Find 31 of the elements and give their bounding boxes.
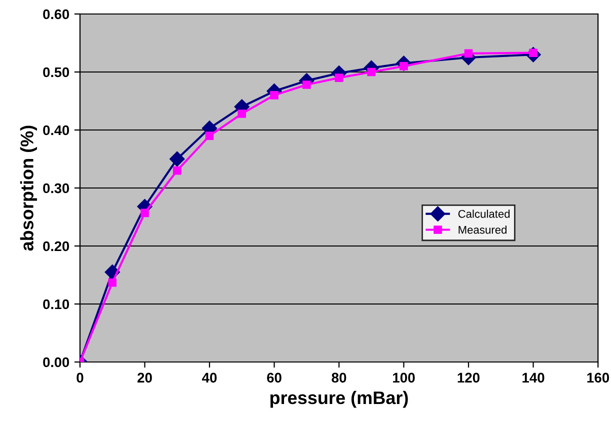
point	[205, 132, 214, 140]
point	[464, 49, 473, 58]
y-tick-label: 0.10	[43, 299, 70, 310]
point	[170, 151, 185, 167]
x-tick-label: 40	[202, 372, 217, 383]
x-tick-label: 100	[393, 372, 415, 383]
x-tick-label: 80	[332, 372, 346, 383]
legend-label: Measured	[458, 226, 506, 234]
y-tick-label: 0.40	[43, 125, 70, 136]
point	[334, 74, 344, 82]
point	[140, 208, 149, 218]
y-tick-label: 0.30	[43, 183, 70, 194]
point	[238, 110, 246, 118]
x-tick-label: 160	[587, 372, 610, 383]
x-tick-label: 60	[267, 372, 282, 383]
x-axis-title: pressure (mBar)	[270, 390, 408, 408]
point	[270, 91, 278, 100]
y-tick-label: 0.00	[43, 357, 70, 368]
y-axis-title: absorption (%)	[20, 126, 37, 251]
y-tick-label: 0.20	[43, 241, 70, 252]
x-tick-label: 0	[76, 372, 84, 383]
y-tick-label: 0.60	[43, 9, 70, 20]
point	[108, 278, 117, 287]
legend-label: Calculated	[458, 210, 510, 218]
x-tick-label: 140	[522, 372, 544, 383]
point	[172, 166, 182, 175]
point	[302, 80, 311, 89]
point	[367, 68, 376, 76]
x-tick-label: 20	[138, 372, 152, 383]
y-tick-label: 0.50	[43, 67, 70, 78]
x-tick-label: 120	[458, 372, 480, 383]
